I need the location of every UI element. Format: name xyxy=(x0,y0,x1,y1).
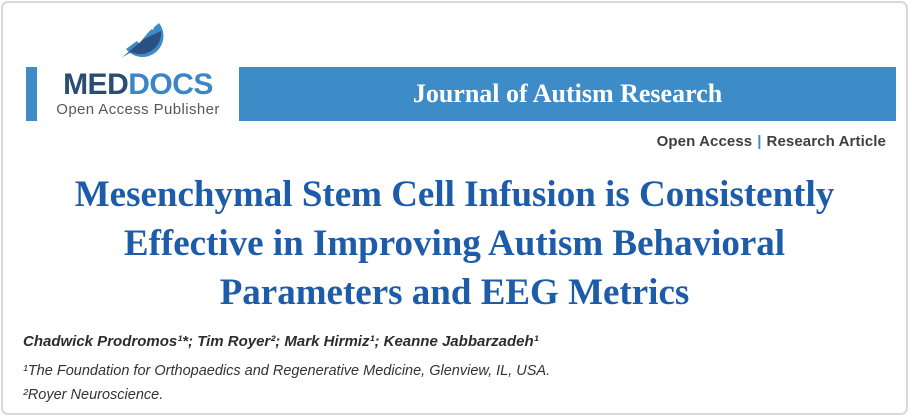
publisher-logo: MEDDOCS Open Access Publisher xyxy=(37,67,239,121)
journal-title-banner: Journal of Autism Research xyxy=(239,67,896,121)
author-list: Chadwick Prodromos¹*; Tim Royer²; Mark H… xyxy=(23,333,539,350)
access-type-label: Open Access xyxy=(656,133,753,150)
publisher-name: MEDDOCS xyxy=(37,69,239,101)
article-type-label: Research Article xyxy=(766,133,886,150)
article-title-line2: Effective in Improving Autism Behavioral xyxy=(123,223,786,264)
affiliation-2: ²Royer Neuroscience. xyxy=(23,387,164,403)
publisher-tagline: Open Access Publisher xyxy=(56,101,220,118)
article-title: Mesenchymal Stem Cell Infusion is Consis… xyxy=(13,170,896,317)
affiliation-1: ¹The Foundation for Orthopaedics and Reg… xyxy=(23,363,551,379)
header-accent-bar xyxy=(26,67,37,121)
pie-chart-arrow-icon xyxy=(117,8,167,62)
article-title-line1: Mesenchymal Stem Cell Infusion is Consis… xyxy=(74,174,835,215)
publisher-name-med: MED xyxy=(63,68,129,101)
article-meta: Open Access | Research Article xyxy=(657,133,886,150)
article-title-line3: Parameters and EEG Metrics xyxy=(219,272,690,313)
meta-separator: | xyxy=(757,133,762,150)
publisher-name-docs: DOCS xyxy=(128,68,213,101)
journal-title: Journal of Autism Research xyxy=(412,79,723,108)
